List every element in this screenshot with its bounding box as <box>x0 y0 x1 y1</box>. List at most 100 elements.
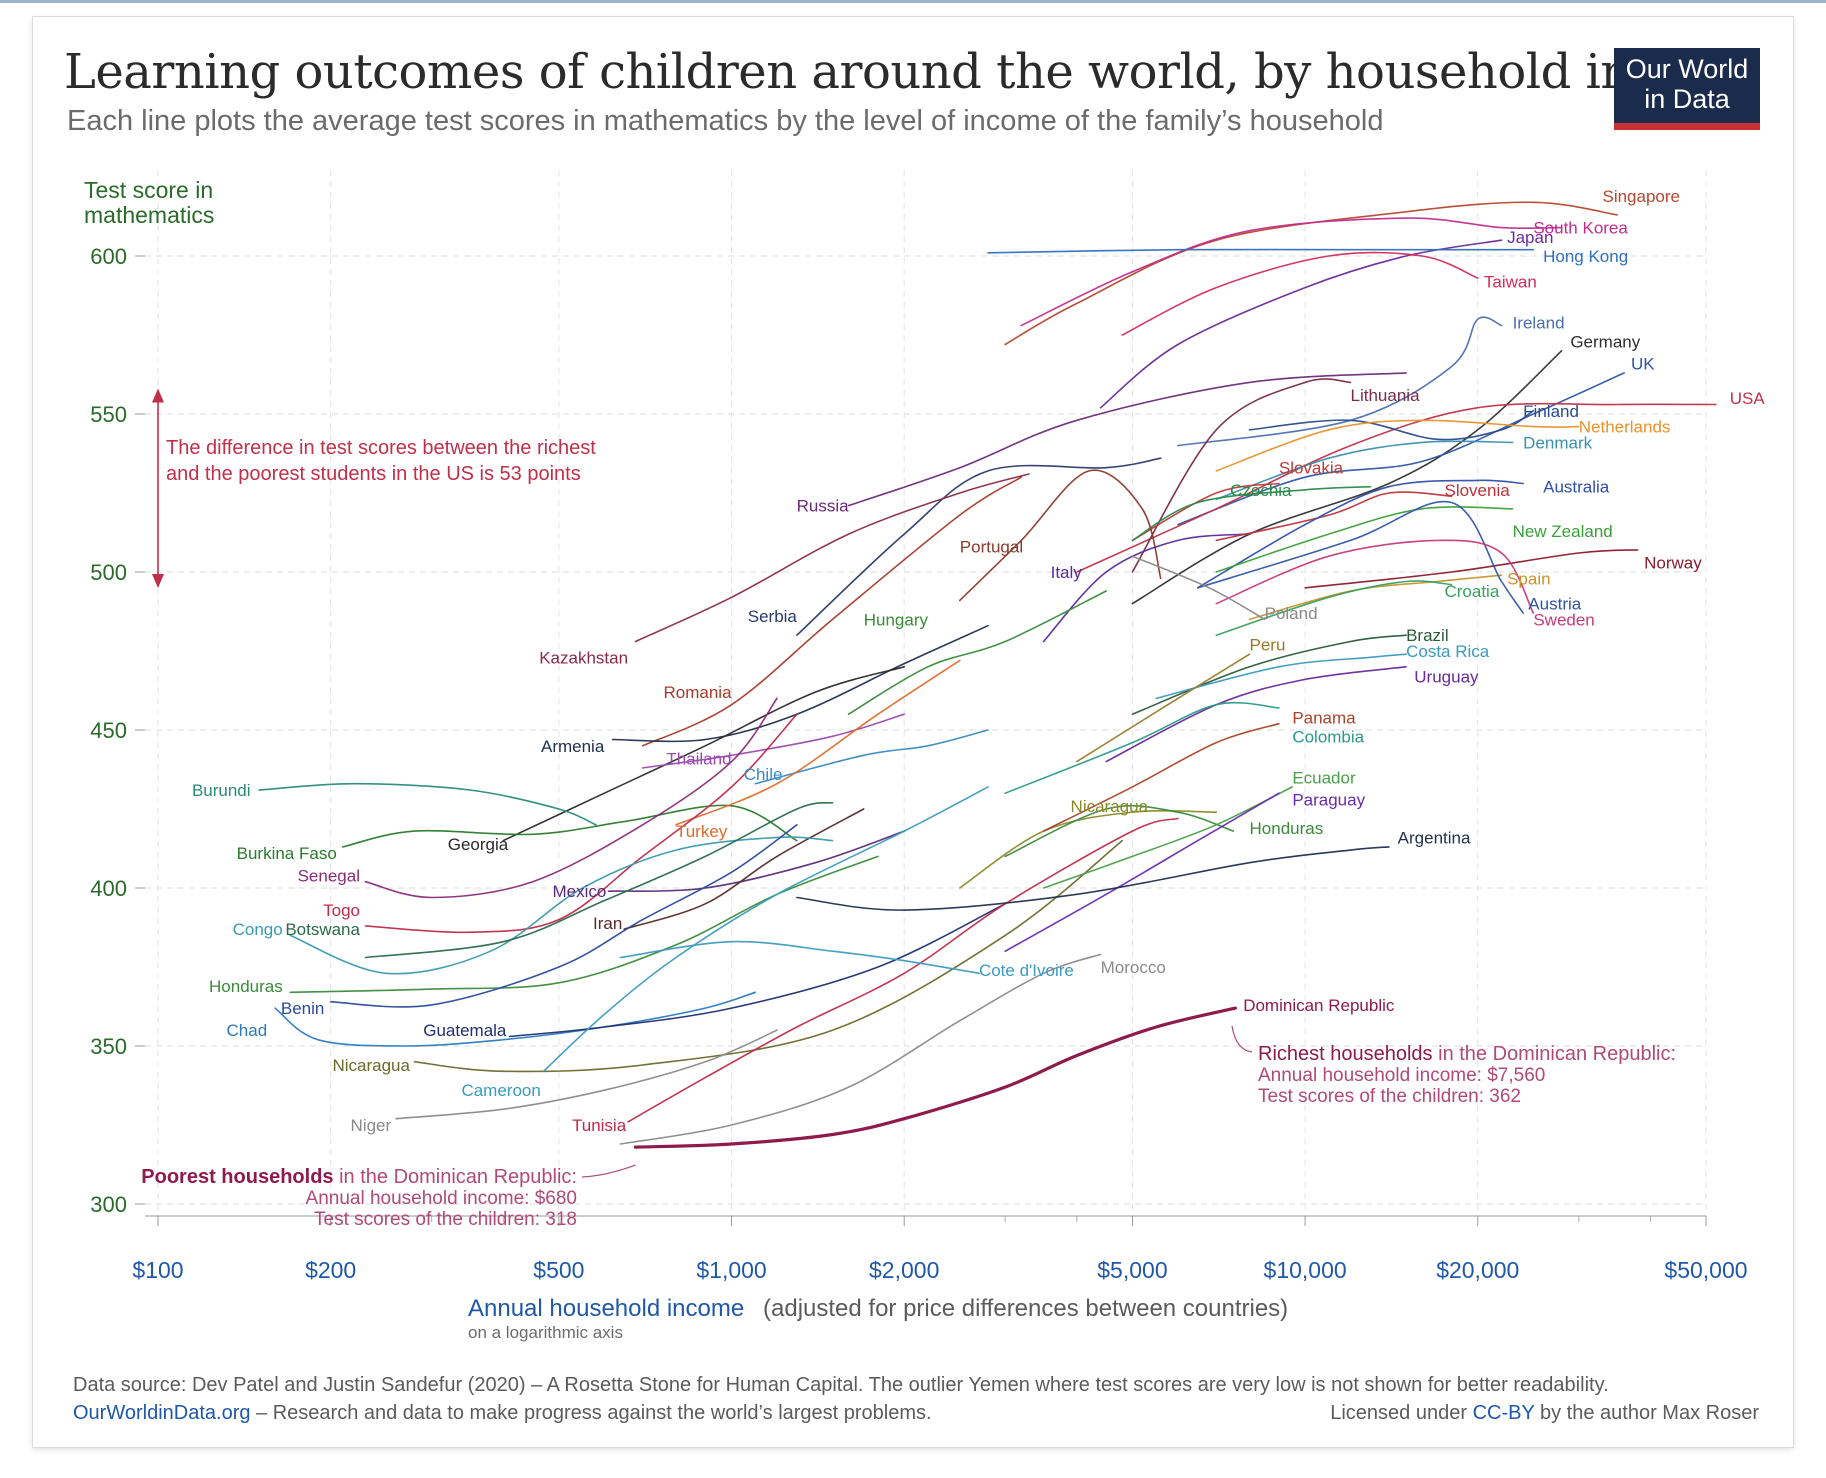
label-poland: Poland <box>1265 604 1318 623</box>
top-border <box>0 0 1826 3</box>
series-line-honduras2 <box>1004 804 1235 858</box>
series-line-uruguay <box>1105 666 1407 763</box>
label-ireland: Ireland <box>1513 313 1565 332</box>
owid-site-link[interactable]: OurWorldinData.org <box>73 1402 251 1424</box>
series-line-usa <box>1076 402 1717 573</box>
label-botswana: Botswana <box>285 920 360 939</box>
richest-connector <box>1231 1025 1253 1053</box>
x-tick-label: $5,000 <box>1097 1257 1167 1283</box>
annotations: The difference in test scores between th… <box>141 388 1676 1230</box>
arrow-head-up <box>152 388 164 403</box>
label-sweden: Sweden <box>1533 610 1594 629</box>
label-costa-rica: Costa Rica <box>1406 642 1490 661</box>
series-line-burkina-faso <box>342 804 798 848</box>
series-line-cameroon <box>542 786 989 1073</box>
series-line-morocco <box>619 953 1102 1145</box>
label-niger: Niger <box>351 1116 392 1135</box>
chart-card <box>33 17 1793 1447</box>
series-line-guatemala <box>508 903 1006 1038</box>
label-czechia: Czechia <box>1230 481 1292 500</box>
y-tick-label: 600 <box>90 244 127 269</box>
y-axis-label: mathematics <box>84 202 214 228</box>
y-axis-label: Test score in <box>84 177 213 203</box>
series-line-argentina <box>796 846 1390 911</box>
label-benin: Benin <box>281 999 324 1018</box>
label-thailand: Thailand <box>666 749 731 768</box>
series-line-croatia <box>1215 580 1453 636</box>
poorest-annotation: Poorest households in the Dominican Repu… <box>141 1166 577 1188</box>
label-togo: Togo <box>323 901 360 920</box>
series-line-austria <box>1197 500 1524 614</box>
poorest-score: Test scores of the children: 318 <box>314 1209 577 1230</box>
label-peru: Peru <box>1250 636 1286 655</box>
series-line-denmark <box>1215 440 1514 501</box>
us-gap-text: The difference in test scores between th… <box>166 437 596 459</box>
series-line-dominican-republic <box>633 1006 1237 1149</box>
series-line-hungary <box>847 590 1107 715</box>
series-line-japan <box>1099 239 1503 409</box>
series-line-turkey <box>675 659 961 826</box>
label-slovakia: Slovakia <box>1279 459 1344 478</box>
series-line-burundi <box>258 782 597 826</box>
x-tick-label: $10,000 <box>1264 1257 1347 1283</box>
label-nicaragua: Nicaragua <box>332 1056 410 1075</box>
label-ecuador: Ecuador <box>1292 768 1356 787</box>
label-lithuania: Lithuania <box>1351 386 1421 405</box>
series-line-botswana <box>364 801 834 959</box>
label-paraguay: Paraguay <box>1292 791 1365 810</box>
series-line-nicaragua <box>413 839 1124 1073</box>
series-line-australia <box>1197 479 1524 589</box>
label-nicaragua: Nicaragua <box>1071 797 1149 816</box>
label-italy: Italy <box>1051 563 1083 582</box>
series-line-taiwan <box>1121 251 1479 336</box>
label-netherlands: Netherlands <box>1579 418 1671 437</box>
richest-annotation: Richest households in the Dominican Repu… <box>1258 1043 1676 1065</box>
richest-rest: in the Dominican Republic: <box>1433 1043 1676 1065</box>
label-japan: Japan <box>1507 228 1553 247</box>
label-morocco: Morocco <box>1101 958 1166 977</box>
series-line-romania <box>641 476 1023 747</box>
series-line-panama <box>1042 722 1280 832</box>
label-armenia: Armenia <box>541 737 605 756</box>
x-tick-label: $500 <box>533 1257 584 1283</box>
license-suffix: by the author Max Roser <box>1534 1402 1759 1424</box>
label-denmark: Denmark <box>1523 433 1592 452</box>
site-footer: OurWorldinData.org – Research and data t… <box>73 1402 932 1425</box>
series-line-colombia <box>1004 701 1280 794</box>
series-line-netherlands <box>1215 419 1580 472</box>
label-burundi: Burundi <box>192 781 251 800</box>
series-line-brazil <box>1131 634 1407 715</box>
data-source: Data source: Dev Patel and Justin Sandef… <box>73 1374 1609 1396</box>
owid-logo[interactable]: Our World in Data <box>1614 48 1760 130</box>
y-tick-label: 350 <box>90 1034 127 1059</box>
y-tick-label: 300 <box>90 1192 127 1217</box>
series-line-peru <box>1076 653 1251 763</box>
license-link[interactable]: CC-BY <box>1472 1402 1535 1424</box>
series-line-mexico <box>607 830 905 892</box>
label-chad: Chad <box>227 1021 268 1040</box>
label-singapore: Singapore <box>1602 187 1680 206</box>
label-hungary: Hungary <box>864 610 929 629</box>
label-colombia: Colombia <box>1292 727 1364 746</box>
series-lines <box>258 201 1717 1149</box>
series-line-south-korea <box>1020 217 1563 327</box>
chart-title: Learning outcomes of children around the… <box>64 44 1759 100</box>
label-taiwan: Taiwan <box>1484 272 1537 291</box>
series-line-new-zealand <box>1215 506 1514 573</box>
series-line-hong-kong <box>987 248 1535 254</box>
label-cote-d-ivoire: Cote d'Ivoire <box>979 961 1074 980</box>
x-tick-label: $100 <box>132 1257 183 1283</box>
series-line-georgia <box>502 666 905 842</box>
y-tick-label: 400 <box>90 876 127 901</box>
logo-red-bar <box>1614 123 1760 130</box>
series-line-kazakhstan <box>634 473 1030 643</box>
x-axis-label: Annual household income <box>468 1295 744 1322</box>
label-usa: USA <box>1730 389 1766 408</box>
label-kazakhstan: Kazakhstan <box>539 648 628 667</box>
label-chile: Chile <box>744 765 783 784</box>
y-tick-label: 500 <box>90 560 127 585</box>
x-tick-label: $1,000 <box>696 1257 766 1283</box>
series-line-congo <box>289 836 834 975</box>
series-line-iran <box>623 808 865 930</box>
